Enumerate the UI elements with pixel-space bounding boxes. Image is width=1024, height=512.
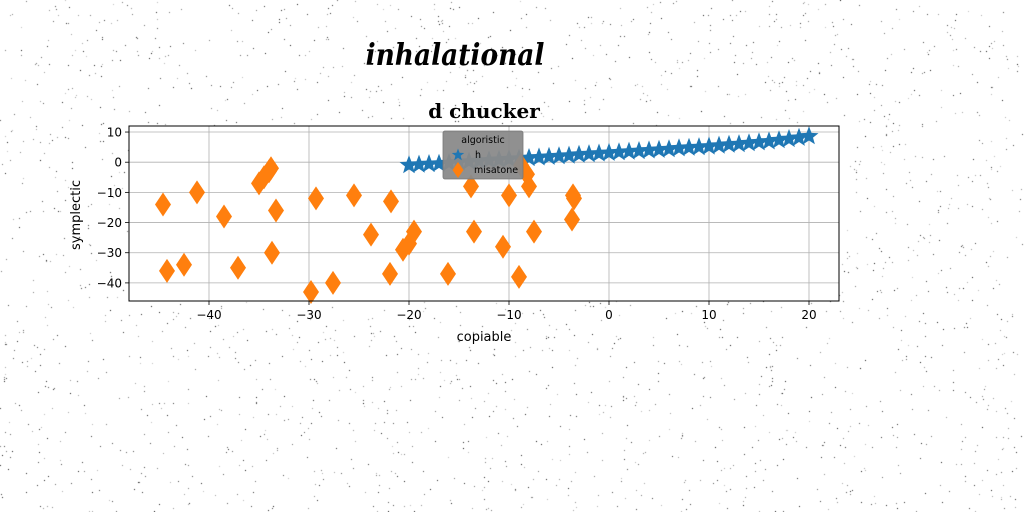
data-point-misatone: [268, 198, 284, 223]
y-tick-label: −30: [97, 246, 122, 260]
data-point-h: [429, 153, 449, 172]
data-point-h: [599, 142, 619, 161]
y-tick-label: −20: [97, 216, 122, 230]
legend-label-misatone: misatone: [474, 165, 518, 176]
data-point-h: [659, 139, 679, 158]
y-tick-label: −10: [97, 186, 122, 200]
data-point-h: [739, 133, 759, 152]
data-point-h: [729, 134, 749, 153]
data-point-h: [709, 135, 729, 154]
data-point-h: [749, 132, 769, 151]
data-point-h: [799, 126, 819, 145]
legend-title: algoristic: [461, 135, 504, 146]
data-point-h: [679, 137, 699, 156]
data-point-misatone: [308, 186, 324, 211]
data-point-misatone: [263, 156, 279, 181]
data-point-misatone: [363, 222, 379, 247]
data-point-misatone: [526, 219, 542, 244]
data-point-misatone: [303, 279, 319, 304]
data-point-misatone: [346, 183, 362, 208]
data-point-h: [559, 145, 579, 164]
y-axis-ticks: −40 −30 −20 −10 0 10: [97, 126, 129, 290]
data-point-misatone: [521, 174, 537, 199]
data-point-misatone: [511, 264, 527, 289]
data-point-h: [399, 155, 419, 174]
data-point-h: [789, 127, 809, 146]
data-point-h: [629, 141, 649, 160]
legend-box: [442, 130, 524, 180]
data-point-misatone: [466, 219, 482, 244]
series-misatone: [155, 153, 582, 304]
data-point-h: [699, 136, 719, 155]
gridlines: [129, 126, 839, 301]
data-point-misatone: [216, 204, 232, 229]
data-point-h: [539, 146, 559, 165]
data-point-h: [759, 131, 779, 150]
data-point-misatone: [159, 258, 175, 283]
legend-label-h: h: [475, 150, 481, 161]
data-point-misatone: [230, 255, 246, 280]
y-tick-label: 10: [107, 126, 122, 140]
data-point-misatone: [501, 183, 517, 208]
data-point-h: [589, 143, 609, 162]
data-point-h: [769, 130, 789, 149]
data-point-misatone: [440, 261, 456, 286]
x-tick-label: −20: [396, 308, 421, 322]
figure-suptitle: inhalational: [365, 38, 545, 73]
x-tick-label: −10: [496, 308, 521, 322]
data-point-misatone: [189, 180, 205, 205]
data-point-h: [579, 144, 599, 163]
data-point-misatone: [325, 270, 341, 295]
data-point-misatone: [382, 261, 398, 286]
chart-title: d chucker: [428, 99, 540, 123]
x-tick-label: −40: [196, 308, 221, 322]
data-point-h: [619, 141, 639, 160]
data-point-h: [639, 140, 659, 159]
x-tick-label: −30: [296, 308, 321, 322]
data-point-h: [549, 146, 569, 165]
data-point-h: [779, 129, 799, 148]
y-axis-label: symplectic: [69, 180, 84, 250]
x-tick-label: 10: [701, 308, 716, 322]
data-point-h: [409, 154, 429, 173]
data-point-h: [419, 154, 439, 173]
legend: algoristic h misatone: [442, 130, 524, 180]
data-point-misatone: [383, 189, 399, 214]
data-point-misatone: [564, 207, 580, 232]
x-axis-ticks: −40 −30 −20 −10 0 10 20: [196, 301, 817, 322]
data-point-h: [669, 138, 689, 157]
data-point-misatone: [566, 186, 582, 211]
data-point-misatone: [264, 240, 280, 265]
x-axis-label: copiable: [457, 330, 512, 345]
data-point-h: [569, 144, 589, 163]
data-point-h: [529, 147, 549, 166]
data-point-misatone: [155, 192, 171, 217]
x-tick-label: 20: [801, 308, 816, 322]
y-tick-label: −40: [97, 276, 122, 290]
y-tick-label: 0: [114, 156, 122, 170]
plot-frame: [128, 125, 840, 302]
legend-marker-misatone: [452, 162, 464, 178]
data-point-h: [519, 148, 539, 167]
data-point-misatone: [463, 174, 479, 199]
data-point-h: [689, 137, 709, 156]
legend-marker-h: [451, 148, 465, 161]
data-point-misatone: [495, 234, 511, 259]
data-point-h: [719, 134, 739, 153]
data-point-misatone: [406, 219, 422, 244]
x-tick-label: 0: [605, 308, 613, 322]
data-point-h: [649, 139, 669, 158]
data-point-misatone: [176, 252, 192, 277]
data-point-h: [609, 142, 629, 161]
